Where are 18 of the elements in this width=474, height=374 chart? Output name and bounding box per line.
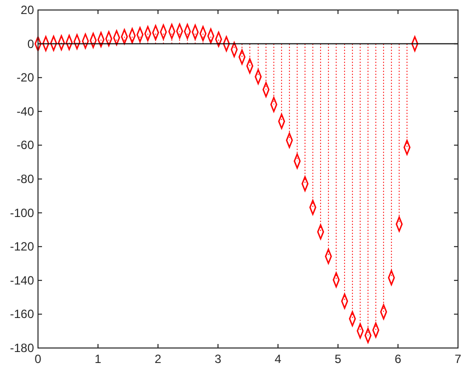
x-tick-label: 7	[454, 352, 462, 366]
y-tick-label: -160	[10, 307, 34, 322]
x-tick-label: 4	[274, 352, 282, 366]
x-tick-label: 2	[154, 352, 162, 366]
x-tick-label: 1	[94, 352, 102, 366]
y-tick-label: -20	[16, 70, 34, 85]
y-tick-label: -60	[16, 138, 34, 152]
x-tick-label: 5	[334, 352, 342, 366]
x-tick-label: 6	[394, 352, 402, 366]
y-tick-label: -80	[16, 172, 34, 186]
y-tick-label: 20	[20, 3, 34, 17]
y-tick-label: -40	[16, 104, 34, 118]
y-tick-label: 0	[27, 36, 34, 51]
y-tick-label: -120	[10, 240, 34, 254]
y-tick-label: -180	[10, 341, 34, 355]
x-tick-label: 3	[214, 352, 222, 366]
y-tick-label: -140	[10, 273, 34, 288]
y-tick-label: -100	[10, 206, 34, 220]
